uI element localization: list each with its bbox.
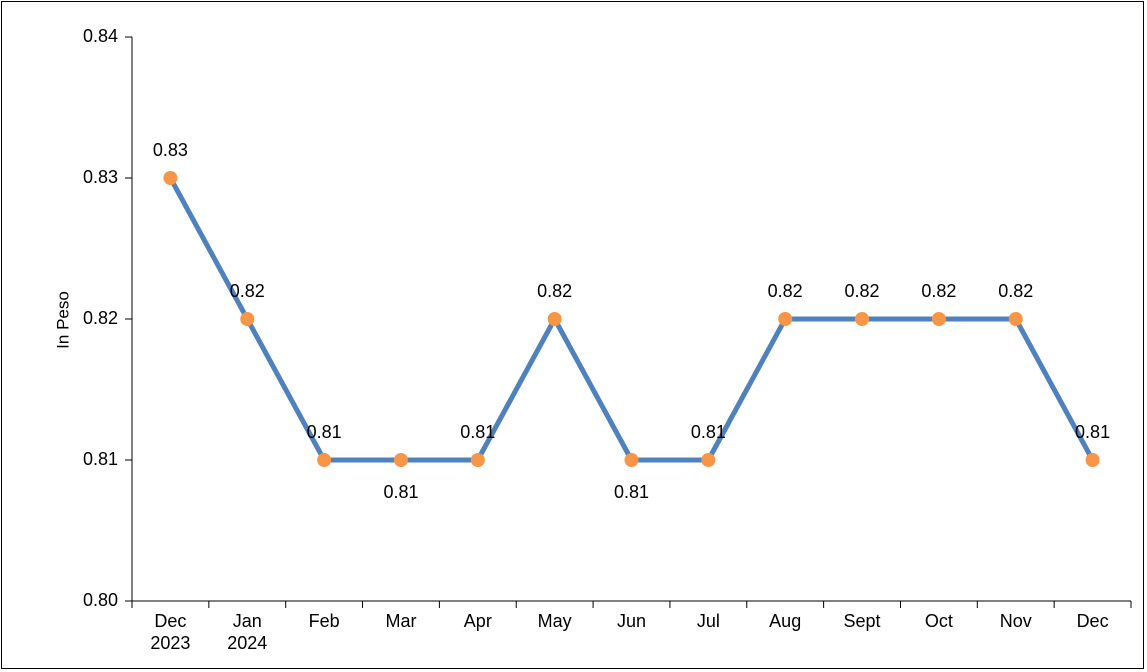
series-polyline (167, 175, 1096, 463)
series-markers (163, 171, 1100, 467)
data-label: 0.81 (691, 422, 726, 442)
y-tick-label: 0.84 (83, 26, 118, 46)
x-tick-label: Jul (697, 611, 720, 631)
data-label: 0.82 (230, 281, 265, 301)
x-tick-label: May (538, 611, 572, 631)
data-point-marker (393, 453, 408, 467)
x-tick-label: Apr (464, 611, 492, 631)
data-point-marker (163, 171, 178, 185)
x-tick-label: Feb (309, 611, 340, 631)
x-tick-label: Oct (925, 611, 953, 631)
data-label: 0.82 (537, 281, 572, 301)
x-tick-label: Aug (769, 611, 801, 631)
data-point-marker (855, 312, 870, 326)
x-tick-label: Jun (617, 611, 646, 631)
y-axis-title: In Peso (53, 291, 72, 349)
data-point-marker (701, 453, 716, 467)
y-tick-label: 0.82 (83, 308, 118, 328)
x-tick-label: Sept (844, 611, 881, 631)
data-labels: 0.83 0.82 0.81 0.81 0.81 0.82 0.81 0.81 0.82 0.82… (153, 140, 1110, 502)
y-tick-label: 0.80 (83, 590, 118, 610)
y-axis-ticks: 0.80 0.81 0.82 0.83 0.84 (83, 26, 132, 610)
data-point-marker (931, 312, 946, 326)
data-label: 0.82 (921, 281, 956, 301)
data-label: 0.83 (153, 140, 188, 160)
data-label: 0.82 (845, 281, 880, 301)
data-label: 0.82 (768, 281, 803, 301)
data-label: 0.81 (307, 422, 342, 442)
data-point-marker (470, 453, 485, 467)
data-label: 0.81 (383, 482, 418, 502)
data-point-marker (1085, 453, 1100, 467)
data-point-marker (778, 312, 793, 326)
x-tick-label: Nov (1000, 611, 1032, 631)
data-point-marker (240, 312, 255, 326)
data-label: 0.81 (614, 482, 649, 502)
data-point-marker (624, 453, 639, 467)
data-point-marker (547, 312, 562, 326)
x-tick-label: 2024 (227, 633, 267, 653)
x-tick-label: Dec (154, 611, 186, 631)
y-tick-label: 0.83 (83, 167, 118, 187)
data-point-marker (1008, 312, 1023, 326)
data-label: 0.82 (998, 281, 1033, 301)
x-tick-label: Mar (385, 611, 416, 631)
data-point-marker (317, 453, 332, 467)
x-tick-label: 2023 (150, 633, 190, 653)
data-label: 0.81 (1075, 422, 1110, 442)
y-tick-label: 0.81 (83, 449, 118, 469)
data-label: 0.81 (460, 422, 495, 442)
series-line (167, 175, 1096, 463)
x-tick-label: Jan (233, 611, 262, 631)
x-tick-label: Dec (1077, 611, 1109, 631)
